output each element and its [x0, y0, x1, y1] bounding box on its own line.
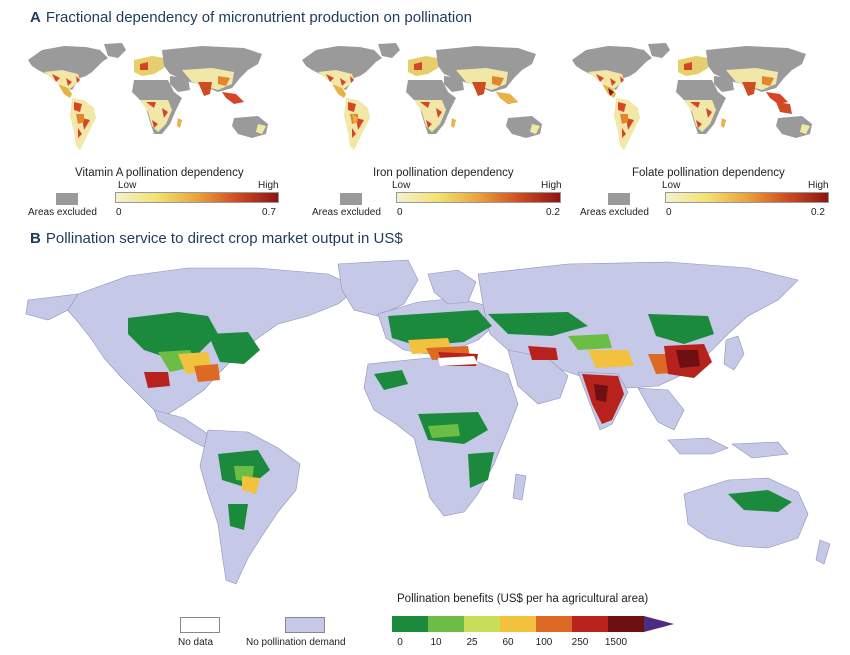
colorbar-tick-label: 100 — [535, 637, 553, 648]
no-pollination-demand-label: No pollination demand — [246, 637, 346, 648]
folate-excluded-label: Areas excluded — [580, 207, 649, 218]
folate-max-label: 0.2 — [811, 207, 825, 218]
panel-b-title: B Pollination service to direct crop mark… — [30, 230, 403, 247]
vitamin-a-excluded-swatch — [56, 193, 78, 205]
folate-map — [572, 43, 812, 150]
colorbar-bin-0 — [392, 616, 428, 632]
folate-gradient-bar — [665, 192, 829, 203]
vitamin-a-excluded-label: Areas excluded — [28, 207, 97, 218]
folate-legend-title: Folate pollination dependency — [632, 167, 785, 179]
colorbar-tick-label: 250 — [571, 637, 589, 648]
folate-low-label: Low — [662, 180, 681, 191]
folate-excluded-swatch — [608, 193, 630, 205]
colorbar-tick-label: 0 — [397, 637, 403, 648]
colorbar-bin-7 — [644, 616, 674, 632]
vitamin-a-map — [28, 43, 268, 150]
vitamin-a-gradient-bar — [115, 192, 279, 203]
vitamin-a-min-label: 0 — [116, 207, 122, 218]
iron-max-label: 0.2 — [546, 207, 560, 218]
colorbar-tick-label: 1500 — [604, 637, 628, 648]
panel-b-title-text: Pollination service to direct crop marke… — [45, 230, 403, 247]
colorbar-tick-label: 25 — [466, 637, 478, 648]
iron-excluded-swatch — [340, 193, 362, 205]
colorbar-bin-5 — [572, 616, 608, 632]
iron-gradient-bar — [396, 192, 561, 203]
panel-a-letter: A — [30, 9, 41, 26]
iron-legend-title: Iron pollination dependency — [373, 167, 514, 179]
iron-low-label: Low — [392, 180, 411, 191]
iron-min-label: 0 — [397, 207, 403, 218]
colorbar-bin-6 — [608, 616, 644, 632]
colorbar-bin-1 — [428, 616, 464, 632]
folate-high-label: High — [808, 180, 829, 191]
iron-high-label: High — [541, 180, 562, 191]
iron-excluded-label: Areas excluded — [312, 207, 381, 218]
folate-min-label: 0 — [666, 207, 672, 218]
panel-a-title: A Fractional dependency of micronutrient … — [30, 9, 472, 26]
panel-a-title-text: Fractional dependency of micronutrient p… — [45, 9, 472, 26]
colorbar-bin-2 — [464, 616, 500, 632]
colorbar-bin-4 — [536, 616, 572, 632]
vitamin-a-max-label: 0.7 — [262, 207, 276, 218]
no-data-swatch — [180, 617, 220, 633]
colorbar-bin-3 — [500, 616, 536, 632]
pollination-benefit-legend-title: Pollination benefits (US$ per ha agricul… — [397, 593, 649, 605]
colorbar-tick-label: 10 — [430, 637, 442, 648]
vitamin-a-legend-title: Vitamin A pollination dependency — [75, 167, 244, 179]
vitamin-a-low-label: Low — [118, 180, 137, 191]
pollination-benefit-colorbar — [392, 616, 674, 632]
panel-b-letter: B — [30, 230, 41, 247]
no-data-label: No data — [178, 637, 214, 648]
pollination-benefit-map — [25, 259, 831, 585]
no-pollination-demand-swatch — [285, 617, 325, 633]
iron-map — [302, 43, 542, 150]
colorbar-tick-label: 60 — [502, 637, 514, 648]
vitamin-a-high-label: High — [258, 180, 279, 191]
